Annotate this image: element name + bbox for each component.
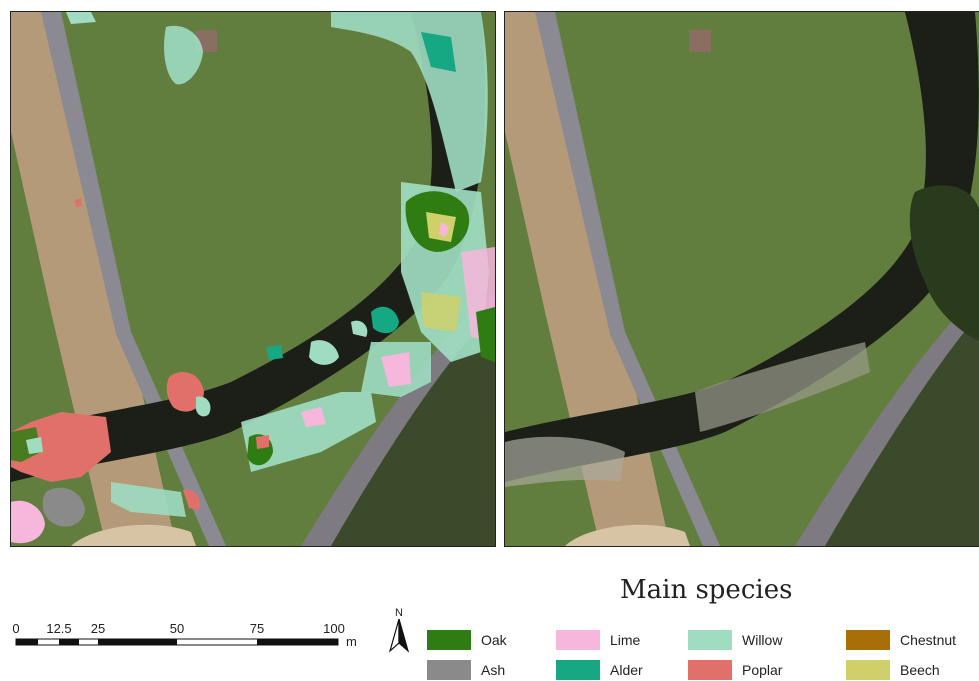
- curved-road: [795, 293, 979, 546]
- legend-label: Chestnut: [900, 632, 957, 648]
- legend-label: Willow: [742, 632, 783, 648]
- legend-item-ash: Ash: [427, 659, 505, 681]
- legend-swatch: [846, 660, 890, 680]
- sand-patch: [565, 524, 690, 546]
- scale-bar-graphic: 0 12.5 25 50 75 100 m: [12, 621, 357, 649]
- scale-segment: [59, 639, 79, 645]
- legend-label: Alder: [610, 662, 643, 678]
- scale-tick-label: 0: [12, 621, 19, 636]
- species-overlay: [11, 12, 495, 544]
- legend-swatch: [556, 660, 600, 680]
- aerial-image: [505, 12, 979, 546]
- north-label: N: [395, 607, 403, 619]
- scale-segment: [257, 639, 338, 645]
- legend-item-lime: Lime: [556, 629, 640, 651]
- tree-canopy: [909, 185, 979, 341]
- legend-swatch: [427, 660, 471, 680]
- legend-label: Beech: [900, 662, 940, 678]
- scale-unit-label: m: [346, 634, 357, 649]
- scale-tick-label: 75: [250, 621, 264, 636]
- scale-tick-label: 100: [323, 621, 345, 636]
- scale-tick-label: 12.5: [46, 621, 71, 636]
- legend-label: Ash: [481, 662, 506, 678]
- scale-tick-label: 50: [170, 621, 184, 636]
- legend-item-alder: Alder: [556, 659, 643, 681]
- legend-title: Main species: [620, 575, 793, 605]
- aerial-image-panel: [504, 11, 979, 547]
- legend-swatch: [556, 630, 600, 650]
- legend-swatch: [688, 660, 732, 680]
- legend-swatch: [688, 630, 732, 650]
- legend-item-poplar: Poplar: [688, 659, 782, 681]
- north-arrow-icon: N: [388, 607, 410, 653]
- sand-patch: [71, 524, 196, 546]
- legend-item-beech: Beech: [846, 659, 940, 681]
- riverbank-trees-west: [505, 436, 625, 487]
- legend-swatch: [846, 630, 890, 650]
- scale-segment: [16, 639, 38, 645]
- house-roof: [689, 30, 711, 52]
- legend-swatch: [427, 630, 471, 650]
- riverbank-trees: [695, 342, 870, 432]
- legend-item-oak: Oak: [427, 629, 507, 651]
- classified-map: [11, 12, 495, 546]
- scale-segment: [98, 639, 177, 645]
- scale-tick-label: 25: [91, 621, 105, 636]
- scale-bar: 0 12.5 25 50 75 100 m: [12, 616, 372, 656]
- dark-field: [331, 312, 495, 546]
- dark-field: [825, 314, 979, 546]
- north-arrow: N: [386, 605, 412, 655]
- legend-label: Poplar: [742, 662, 783, 678]
- legend-item-chestnut: Chestnut: [846, 629, 956, 651]
- road: [41, 12, 226, 546]
- legend-item-willow: Willow: [688, 629, 782, 651]
- legend-label: Oak: [481, 632, 507, 648]
- legend-label: Lime: [610, 632, 641, 648]
- road: [535, 12, 720, 546]
- classified-map-panel: [10, 11, 496, 547]
